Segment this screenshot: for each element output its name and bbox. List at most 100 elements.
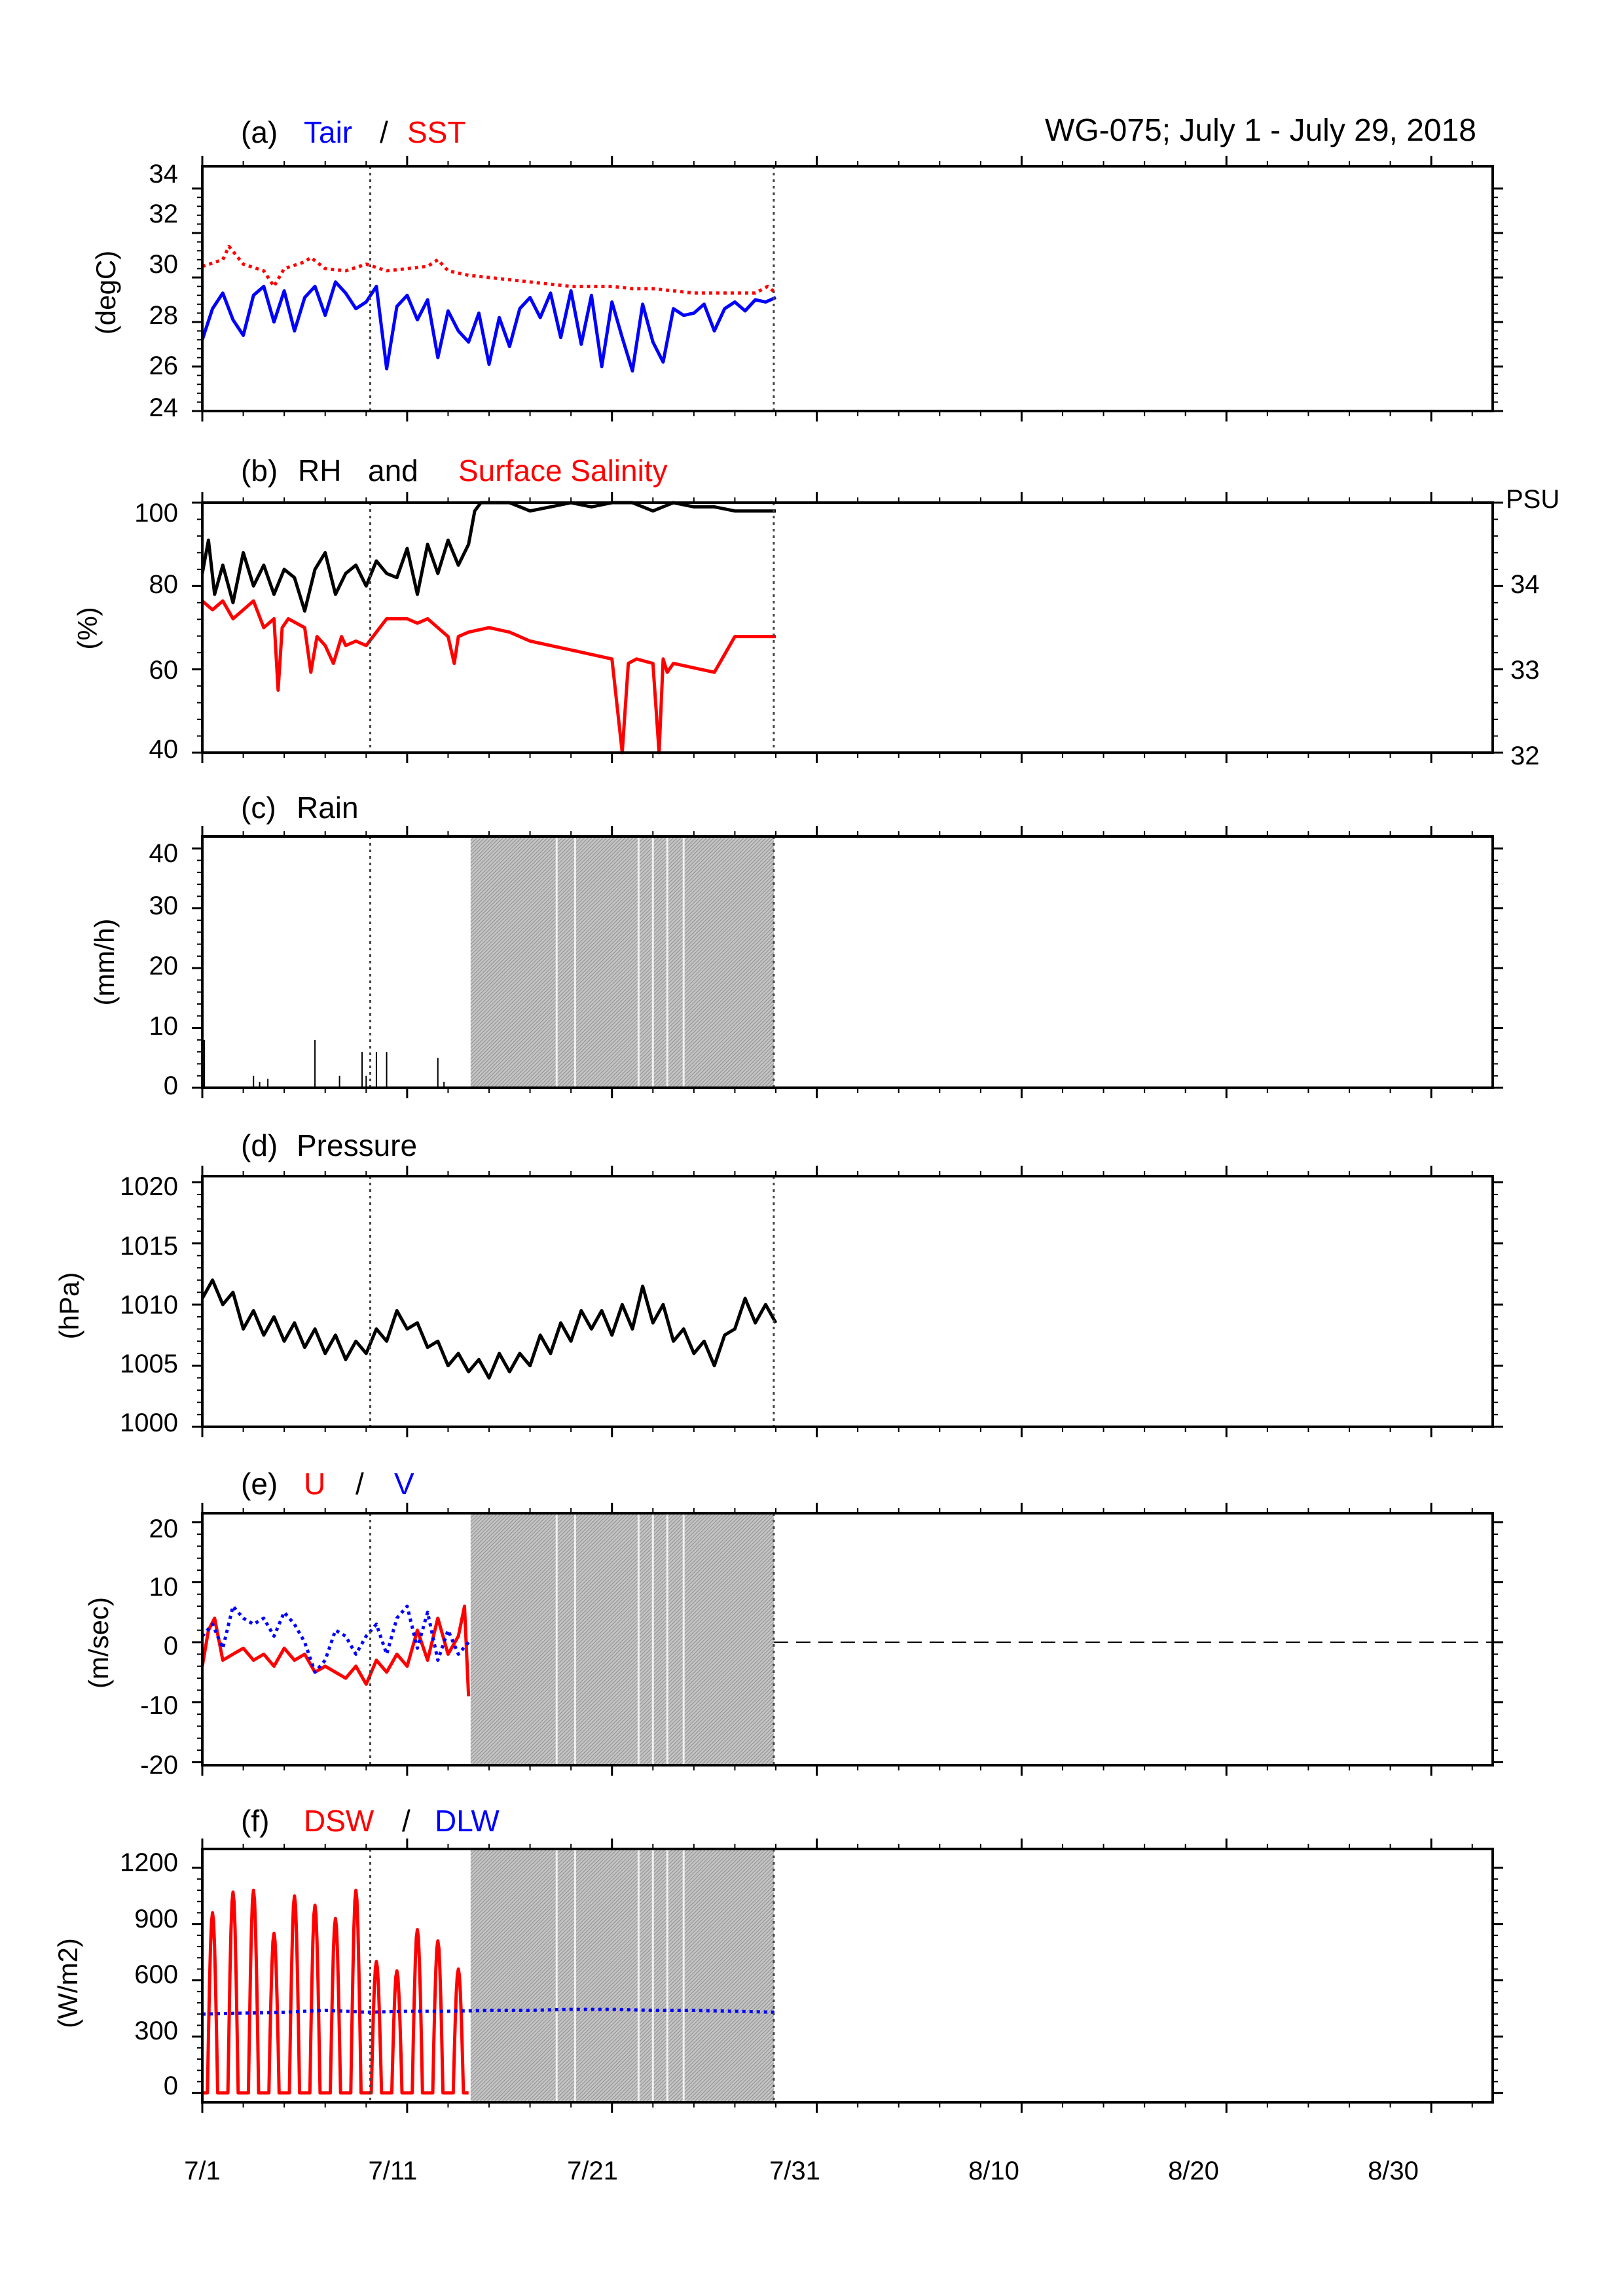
panel-d-title-prefix: (d) xyxy=(241,1128,278,1162)
panel-f-ytick: 600 xyxy=(134,1960,178,1989)
panel-a-yticks: 34 32 30 28 26 24 xyxy=(149,160,179,422)
series-line-rh xyxy=(200,501,776,613)
panel-b-title-salinity: Surface Salinity xyxy=(458,454,668,488)
panel-e-plot xyxy=(192,1503,1503,1776)
panel-e-ylabel: (m/sec) xyxy=(83,1597,114,1689)
panel-e-title-v: V xyxy=(394,1467,414,1501)
panel-f-ytick: 1200 xyxy=(120,1848,178,1877)
panel-a-title-tair: Tair xyxy=(304,115,352,149)
panel-c-title-rain: Rain xyxy=(297,791,359,825)
panel-b-title-rh: RH xyxy=(298,454,341,488)
panel-a-title-prefix: (a) xyxy=(241,115,278,149)
series-line-v xyxy=(201,1604,470,1674)
panel-a-ylabel: (degC) xyxy=(90,251,121,334)
panel-e: (e) U / V (m/sec) 20 10 0 -10 -20 xyxy=(83,1467,1503,1780)
panel-frame xyxy=(201,1848,1494,2104)
series-line-sst xyxy=(202,244,777,295)
shaded-region xyxy=(470,1849,774,2102)
x-tick-label: 8/10 xyxy=(968,2157,1019,2185)
panel-c-ylabel: (mm/h) xyxy=(89,919,120,1006)
panel-d-ytick: 1005 xyxy=(120,1350,178,1378)
x-tick-label: 7/21 xyxy=(567,2157,618,2185)
panel-c-ytick: 30 xyxy=(149,891,179,920)
panel-d-title-pressure: Pressure xyxy=(297,1128,417,1162)
panel-frame xyxy=(201,1175,1494,1428)
panel-c-title-prefix: (c) xyxy=(241,791,276,825)
panel-frame xyxy=(201,501,1494,754)
series-line-surface-salinity xyxy=(201,599,776,755)
panel-frame xyxy=(201,1512,1494,1767)
panel-b-title-prefix: (b) xyxy=(241,454,278,488)
panel-c-plot xyxy=(192,826,1503,1098)
panel-d-ylabel: (hPa) xyxy=(54,1272,84,1340)
panel-f-ytick: 300 xyxy=(134,2017,178,2045)
panel-f-ytick: 0 xyxy=(164,2072,178,2100)
panel-f-ylabel: (W/m2) xyxy=(52,1938,83,2028)
series-line-u xyxy=(200,1604,471,1696)
x-tick-label: 7/11 xyxy=(369,2157,418,2185)
panel-b-right-tick: 33 xyxy=(1510,656,1540,685)
panel-b-right-tick: 32 xyxy=(1510,742,1540,770)
panel-a-title-sst: SST xyxy=(407,115,465,149)
x-tick-label: 7/1 xyxy=(184,2157,221,2185)
panel-f-title-sep: / xyxy=(402,1804,410,1838)
panel-a: (a) Tair / SST (degC) 34 32 30 28 26 24 xyxy=(90,115,1503,422)
panel-a-ytick: 34 xyxy=(149,160,179,188)
panel-frame xyxy=(201,165,1494,412)
panel-e-yticks: 20 10 0 -10 -20 xyxy=(140,1515,178,1780)
panel-f: (f) DSW / DLW (W/m2) 1200 900 600 300 0 xyxy=(52,1804,1503,2113)
panel-a-ytick: 28 xyxy=(149,301,179,330)
panel-f-plot xyxy=(192,1839,1503,2113)
panel-f-title-prefix: (f) xyxy=(241,1804,269,1838)
panel-c-yticks: 40 30 20 10 0 xyxy=(149,839,179,1100)
panel-b-title-sep: and xyxy=(368,454,418,488)
shaded-region xyxy=(470,1513,774,1765)
panel-e-title-u: U xyxy=(304,1467,325,1501)
panel-b-ytick: 40 xyxy=(149,735,179,764)
series-line-dlw xyxy=(202,2007,776,2016)
panel-f-title-dlw: DLW xyxy=(435,1804,500,1838)
panel-f-yticks: 1200 900 600 300 0 xyxy=(120,1848,178,2100)
panel-c: (c) Rain (mm/h) 40 30 20 10 0 xyxy=(89,791,1503,1100)
panel-b-right-ticks: 34 33 32 xyxy=(1510,570,1540,770)
panel-a-ytick: 26 xyxy=(149,351,179,380)
panel-frame xyxy=(201,835,1494,1089)
panel-c-ytick: 10 xyxy=(149,1012,179,1041)
panel-d-ytick: 1010 xyxy=(120,1291,178,1319)
x-axis-ticklabels: 7/1 7/11 7/21 7/31 8/10 8/20 8/30 xyxy=(184,2157,1419,2185)
panel-b-ytick: 60 xyxy=(149,656,179,685)
panel-a-ytick: 32 xyxy=(149,200,179,228)
panel-a-ytick: 24 xyxy=(149,393,179,422)
panel-e-ytick: 0 xyxy=(164,1632,178,1660)
series-line-tair xyxy=(200,280,776,373)
series-line-dsw xyxy=(202,1888,469,2095)
panel-c-ytick: 20 xyxy=(149,952,179,980)
panel-e-ytick: 20 xyxy=(149,1515,179,1543)
panel-a-plot xyxy=(192,156,1503,422)
panel-a-ytick: 30 xyxy=(149,250,179,279)
panel-b-right-tick: 34 xyxy=(1510,570,1540,599)
panel-b-ytick: 80 xyxy=(149,570,179,599)
series-line-pressure xyxy=(200,1278,778,1380)
x-tick-label: 8/30 xyxy=(1368,2157,1419,2185)
panel-e-ytick: -20 xyxy=(140,1751,178,1780)
panel-d-plot xyxy=(192,1166,1503,1437)
panel-c-ytick: 40 xyxy=(149,839,179,868)
panel-a-title-sep: / xyxy=(380,115,388,149)
panel-d: (d) Pressure (hPa) 1020 1015 1010 1005 1… xyxy=(54,1128,1503,1437)
panel-d-ytick: 1015 xyxy=(120,1232,178,1261)
panel-f-title-dsw: DSW xyxy=(304,1804,374,1838)
panel-b-plot xyxy=(192,492,1503,763)
header-right: WG-075; July 1 - July 29, 2018 xyxy=(1045,113,1476,148)
panel-e-title-prefix: (e) xyxy=(241,1467,278,1501)
panel-b: (b) RH and Surface Salinity (%) 100 80 6… xyxy=(72,454,1559,770)
panel-b-ytick: 100 xyxy=(134,499,178,528)
panel-b-yticks: 100 80 60 40 xyxy=(134,499,178,764)
panel-c-ytick: 0 xyxy=(164,1071,178,1100)
panel-d-ytick: 1000 xyxy=(120,1408,178,1437)
panel-b-ylabel: (%) xyxy=(72,607,103,649)
panel-f-ytick: 900 xyxy=(134,1905,178,1933)
panel-b-right-label: PSU xyxy=(1506,485,1559,514)
x-tick-label: 7/31 xyxy=(769,2157,820,2185)
